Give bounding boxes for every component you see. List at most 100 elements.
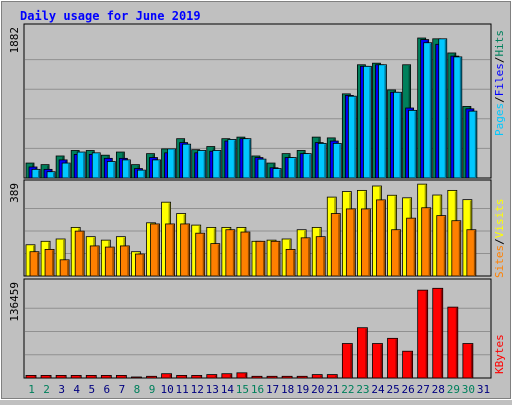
x-tick-label-day-20: 20 bbox=[311, 383, 324, 396]
bar-shade bbox=[112, 248, 114, 276]
bar-shade bbox=[339, 144, 341, 178]
bar-shade bbox=[170, 375, 172, 378]
bar-shade bbox=[305, 377, 307, 378]
x-tick-label-day-2: 2 bbox=[43, 383, 50, 396]
bar-kbytes-day-8 bbox=[131, 377, 141, 378]
bar-shade bbox=[338, 215, 340, 276]
legend-separator: / bbox=[493, 96, 506, 103]
bar-shade bbox=[97, 247, 99, 276]
bar-shade bbox=[411, 352, 413, 378]
bar-shade bbox=[430, 44, 432, 178]
bar-shade bbox=[323, 238, 325, 276]
x-tick-label-day-29: 29 bbox=[447, 383, 460, 396]
bar-shade bbox=[383, 201, 385, 276]
bar-shade bbox=[159, 161, 161, 178]
bar-shade bbox=[158, 225, 160, 276]
panel-visits-sites: 389 bbox=[8, 180, 491, 276]
legend-group-0: Pages/Files/Hits bbox=[493, 30, 506, 136]
bar-shade bbox=[400, 93, 402, 178]
bar-shade bbox=[64, 376, 66, 378]
chart-title: Daily usage for June 2019 bbox=[20, 9, 201, 23]
bar-shade bbox=[82, 232, 84, 276]
bar-shade bbox=[365, 329, 367, 378]
x-tick-label-day-16: 16 bbox=[251, 383, 264, 396]
bar-shade bbox=[350, 345, 352, 378]
x-tick-label-day-13: 13 bbox=[206, 383, 219, 396]
bar-shade bbox=[415, 111, 417, 178]
bar-shade bbox=[249, 140, 251, 178]
x-tick-label-day-25: 25 bbox=[386, 383, 399, 396]
legend-group-1: Sites/Visits bbox=[493, 199, 506, 279]
x-tick-label-day-8: 8 bbox=[134, 383, 141, 396]
y-max-label: 136459 bbox=[8, 282, 21, 322]
bar-shade bbox=[215, 376, 217, 378]
bar-shade bbox=[113, 162, 115, 178]
x-tick-label-day-24: 24 bbox=[371, 383, 385, 396]
bar-shade bbox=[445, 40, 447, 178]
bar-shade bbox=[354, 97, 356, 178]
bar-shade bbox=[49, 376, 51, 378]
bar-shade bbox=[128, 161, 130, 178]
bar-shade bbox=[264, 160, 266, 178]
bar-shade bbox=[278, 242, 280, 276]
x-tick-label-day-1: 1 bbox=[28, 383, 35, 396]
x-tick-label-day-7: 7 bbox=[119, 383, 126, 396]
bar-shade bbox=[368, 210, 370, 276]
bar-shade bbox=[38, 170, 40, 178]
x-tick-label-day-31: 31 bbox=[477, 383, 490, 396]
legend-visits: Visits bbox=[493, 199, 506, 239]
x-tick-label-day-11: 11 bbox=[176, 383, 189, 396]
legend-kbytes: KBytes bbox=[493, 334, 506, 374]
bar-shade bbox=[475, 112, 477, 178]
panels: 1882 389 136459 bbox=[8, 24, 491, 378]
bar-shade bbox=[335, 376, 337, 378]
x-tick-label-day-4: 4 bbox=[73, 383, 80, 396]
bar-shade bbox=[263, 242, 265, 276]
x-tick-label-day-10: 10 bbox=[160, 383, 173, 396]
bar-shade bbox=[380, 345, 382, 378]
bar-shade bbox=[124, 376, 126, 378]
x-tick-label-day-17: 17 bbox=[266, 383, 279, 396]
bar-shade bbox=[459, 222, 461, 276]
bar-shade bbox=[189, 145, 191, 178]
bar-shade bbox=[218, 245, 220, 276]
bar-shade bbox=[456, 308, 458, 378]
bar-shade bbox=[294, 159, 296, 178]
bar-shade bbox=[34, 376, 36, 378]
bar-shade bbox=[219, 151, 221, 178]
bar-shade bbox=[233, 231, 235, 276]
x-tick-label-day-21: 21 bbox=[326, 383, 339, 396]
bar-shade bbox=[353, 210, 355, 276]
bar-shade bbox=[444, 217, 446, 276]
bar-shade bbox=[441, 289, 443, 378]
x-tick-label-day-26: 26 bbox=[402, 383, 415, 396]
bar-shade bbox=[471, 345, 473, 378]
bar-shade bbox=[290, 377, 292, 378]
x-tick-label-day-23: 23 bbox=[356, 383, 369, 396]
bar-shade bbox=[399, 231, 401, 276]
bar-shade bbox=[200, 376, 202, 378]
bar-shade bbox=[309, 155, 311, 178]
y-max-label: 1882 bbox=[8, 27, 21, 54]
bar-shade bbox=[173, 225, 175, 276]
bar-shade bbox=[155, 377, 157, 378]
x-tick-label-day-12: 12 bbox=[191, 383, 204, 396]
bar-shade bbox=[279, 170, 281, 178]
bar-shade bbox=[474, 231, 476, 276]
y-max-label: 389 bbox=[8, 183, 21, 203]
bar-shade bbox=[188, 225, 190, 276]
bar-shade bbox=[414, 219, 416, 276]
x-tick-label-day-15: 15 bbox=[236, 383, 249, 396]
bar-shade bbox=[204, 151, 206, 178]
legend-separator: / bbox=[493, 57, 506, 64]
bar-shade bbox=[320, 376, 322, 378]
bar-shade bbox=[127, 247, 129, 276]
legend-sites: Sites bbox=[493, 245, 506, 278]
bar-shade bbox=[293, 250, 295, 276]
bar-shade bbox=[109, 376, 111, 378]
bar-shade bbox=[53, 173, 55, 178]
bar-shade bbox=[234, 140, 236, 178]
